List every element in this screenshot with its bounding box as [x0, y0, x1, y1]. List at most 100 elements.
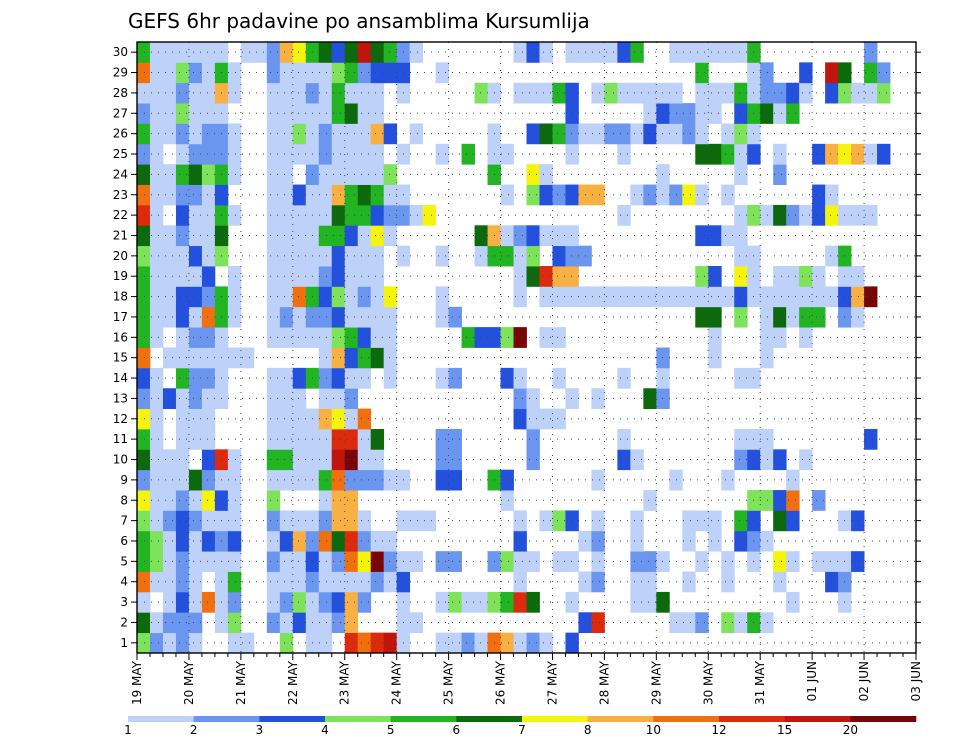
- heatmap-cell: [864, 62, 878, 84]
- legend-swatch: [784, 716, 851, 722]
- heatmap-cell: [370, 428, 385, 450]
- heatmap-cell: [383, 123, 398, 145]
- heatmap-cell: [773, 286, 787, 308]
- heatmap-cell: [266, 62, 281, 84]
- heatmap-cell: [292, 103, 307, 124]
- legend-label: 6: [453, 723, 461, 737]
- legend-swatch: [587, 716, 654, 722]
- heatmap-cell: [201, 449, 216, 471]
- heatmap-cell: [383, 306, 398, 328]
- heatmap-cell: [370, 103, 385, 124]
- heatmap-cell: [357, 62, 372, 84]
- heatmap-cell: [591, 530, 605, 552]
- heatmap-cell: [474, 327, 488, 348]
- heatmap-cell: [864, 82, 878, 104]
- heatmap-cell: [695, 551, 709, 572]
- heatmap-cell: [513, 388, 527, 409]
- heatmap-cell: [708, 510, 722, 532]
- heatmap-cell: [137, 123, 151, 145]
- heatmap-cell: [474, 82, 488, 104]
- heatmap-cell: [188, 143, 203, 165]
- heatmap-cell: [292, 266, 307, 287]
- heatmap-cell: [721, 225, 735, 247]
- heatmap-cell: [331, 327, 346, 348]
- heatmap-cell: [149, 612, 164, 634]
- heatmap-cell: [786, 551, 800, 572]
- heatmap-cell: [526, 42, 540, 63]
- heatmap-cell: [734, 204, 748, 226]
- heatmap-cell: [734, 286, 748, 308]
- heatmap-cell: [526, 591, 540, 613]
- heatmap-cell: [864, 204, 878, 226]
- heatmap-cell: [851, 143, 865, 165]
- heatmap-cell: [760, 286, 774, 308]
- heatmap-cell: [383, 551, 398, 572]
- heatmap-cell: [149, 469, 164, 491]
- heatmap-cell: [266, 469, 281, 491]
- heatmap-cell: [331, 449, 346, 471]
- heatmap-cell: [565, 266, 579, 287]
- heatmap-cell: [383, 347, 398, 369]
- heatmap-cell: [812, 204, 826, 226]
- heatmap-cell: [227, 591, 242, 613]
- heatmap-cell: [318, 143, 333, 165]
- heatmap-cell: [773, 327, 787, 348]
- heatmap-cell: [344, 143, 359, 165]
- heatmap-cell: [409, 42, 424, 63]
- heatmap-cell: [461, 143, 475, 165]
- heatmap-cell: [331, 82, 346, 104]
- heatmap-cell: [292, 123, 307, 145]
- heatmap-cell: [552, 245, 566, 267]
- heatmap-cell: [201, 591, 216, 613]
- heatmap-cell: [201, 245, 216, 267]
- heatmap-cell: [266, 42, 281, 63]
- heatmap-cell: [331, 62, 346, 84]
- y-tick-label: 3: [120, 595, 128, 609]
- heatmap-cell: [357, 306, 372, 328]
- heatmap-cell: [695, 103, 709, 124]
- heatmap-cell: [695, 184, 709, 206]
- heatmap-cell: [279, 286, 294, 308]
- heatmap-cell: [656, 184, 670, 206]
- heatmap-cell: [331, 204, 346, 226]
- heatmap-cell: [266, 184, 281, 206]
- heatmap-cell: [864, 42, 878, 63]
- heatmap-cell: [552, 225, 566, 247]
- x-tick-label: 29 MAY: [649, 660, 663, 705]
- heatmap-cell: [383, 42, 398, 63]
- heatmap-cell: [149, 245, 164, 267]
- heatmap-cell: [500, 367, 514, 389]
- heatmap-cell: [188, 327, 203, 348]
- legend-swatch: [456, 716, 523, 722]
- heatmap-cell: [526, 266, 540, 287]
- heatmap-cell: [266, 510, 281, 532]
- heatmap-cell: [734, 530, 748, 552]
- heatmap-cell: [162, 632, 177, 654]
- heatmap-cell: [227, 266, 242, 287]
- heatmap-cell: [357, 103, 372, 124]
- heatmap-cell: [188, 42, 203, 63]
- heatmap-cell: [695, 62, 709, 84]
- heatmap-cell: [331, 164, 346, 185]
- legend-swatch: [653, 716, 720, 722]
- heatmap-cell: [617, 82, 631, 104]
- heatmap-cell: [513, 571, 527, 593]
- heatmap-cell: [162, 388, 177, 409]
- heatmap-cell: [357, 571, 372, 593]
- heatmap-cell: [760, 347, 774, 369]
- heatmap-cell: [565, 225, 579, 247]
- heatmap-cell: [188, 469, 203, 491]
- heatmap-cell: [682, 286, 696, 308]
- heatmap-cell: [188, 612, 203, 634]
- heatmap-cell: [526, 428, 540, 450]
- y-tick-label: 12: [113, 412, 128, 426]
- heatmap-cell: [240, 632, 255, 654]
- y-tick-label: 21: [113, 228, 128, 242]
- heatmap-cell: [279, 428, 294, 450]
- heatmap-cell: [344, 428, 359, 450]
- heatmap-cell: [812, 266, 826, 287]
- heatmap-cell: [500, 490, 514, 511]
- heatmap-cell: [344, 103, 359, 124]
- heatmap-cell: [409, 551, 424, 572]
- heatmap-cell: [318, 591, 333, 613]
